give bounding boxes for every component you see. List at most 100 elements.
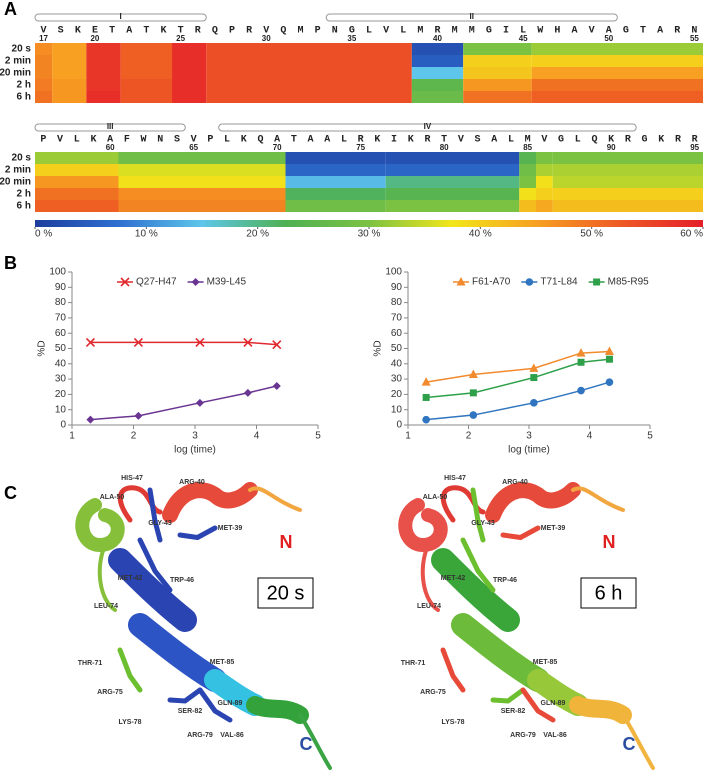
- residue-letter: S: [475, 135, 481, 146]
- residue-letter: R: [625, 135, 631, 146]
- y-tick-label: 90: [55, 282, 67, 293]
- heat-cell: [52, 43, 87, 55]
- residue-letter: T: [143, 26, 149, 37]
- marker: [530, 399, 538, 407]
- heat-cell: [411, 79, 464, 91]
- heat-cell: [86, 91, 121, 103]
- marker: [422, 415, 430, 424]
- residue-letter: Q: [280, 26, 286, 37]
- y-axis-title: %D: [373, 340, 384, 356]
- residue-letter: V: [263, 26, 269, 37]
- side-chain: [147, 487, 163, 543]
- residue-letter: R: [674, 26, 680, 37]
- heat-cell: [463, 91, 532, 103]
- colorbar-label: 40 %: [469, 229, 492, 240]
- residue-letter: F: [124, 135, 130, 146]
- heat-cell: [35, 67, 53, 79]
- colorbar: [35, 220, 703, 227]
- time-label: 20 s: [267, 582, 305, 604]
- residue-number: 65: [189, 143, 198, 152]
- legend-label: F61-A70: [472, 277, 511, 288]
- heat-cell: [172, 55, 207, 67]
- residue-letter: G: [486, 26, 492, 37]
- heat-cell: [531, 67, 703, 79]
- heat-cell: [519, 188, 536, 200]
- heat-cell: [172, 91, 207, 103]
- helix-label: I: [120, 12, 122, 21]
- heat-cell: [285, 200, 386, 212]
- residue-letter: K: [160, 26, 166, 37]
- heat-cell: [536, 176, 553, 188]
- heat-cell: [118, 164, 286, 176]
- heat-cell: [552, 176, 703, 188]
- residue-number: 90: [607, 143, 616, 152]
- residue-letter: R: [195, 26, 201, 37]
- residue-label: GLN-89: [541, 700, 566, 707]
- residue-letter: L: [341, 135, 347, 146]
- y-tick-label: 40: [55, 358, 67, 369]
- residue-letter: G: [623, 26, 629, 37]
- residue-letter: R: [424, 135, 430, 146]
- residue-letter: N: [332, 26, 338, 37]
- x-axis-title: log (time): [174, 445, 216, 456]
- marker: [530, 374, 538, 382]
- heat-cell: [411, 67, 464, 79]
- heat-cell: [35, 91, 53, 103]
- heat-cell: [52, 91, 87, 103]
- residue-label: MET-42: [118, 575, 143, 582]
- row-label: 2 min: [5, 56, 31, 67]
- heat-cell: [52, 79, 87, 91]
- residue-letter: A: [308, 135, 314, 146]
- y-tick-label: 100: [385, 267, 402, 278]
- helix-bracket: [34, 123, 186, 132]
- residue-label: LYS-78: [118, 719, 141, 726]
- row-label: 20 s: [12, 44, 32, 55]
- heat-cell: [118, 188, 286, 200]
- side-chain: [520, 687, 556, 723]
- residue-number: 40: [433, 34, 442, 43]
- heat-cell: [35, 200, 119, 212]
- residue-letter: W: [537, 26, 543, 37]
- residue-letter: R: [358, 135, 364, 146]
- y-tick-label: 50: [391, 343, 403, 354]
- row-label: 20 min: [0, 177, 31, 188]
- residue-letter: R: [246, 26, 252, 37]
- y-tick-label: 70: [391, 313, 403, 324]
- heat-cell: [120, 67, 173, 79]
- residue-letter: K: [658, 135, 664, 146]
- residue-label: ALA-50: [423, 494, 448, 501]
- helix-bracket: [325, 13, 618, 22]
- residue-letter: V: [541, 135, 547, 146]
- residue-letter: Q: [591, 135, 597, 146]
- heat-cell: [285, 188, 386, 200]
- residue-letter: K: [374, 135, 380, 146]
- colorbar-label: 60 %: [680, 229, 703, 240]
- residue-letter: A: [606, 26, 612, 37]
- residue-letter: G: [642, 135, 648, 146]
- side-chain: [167, 687, 203, 704]
- y-tick-label: 60: [391, 328, 403, 339]
- side-chain: [197, 687, 233, 723]
- residue-label: ARG-79: [187, 732, 213, 739]
- marker: [195, 398, 204, 407]
- residue-label: LYS-78: [441, 719, 464, 726]
- heat-cell: [35, 176, 119, 188]
- y-tick-label: 10: [55, 404, 67, 415]
- heat-cell: [285, 164, 386, 176]
- marker: [133, 337, 143, 347]
- heat-cell: [120, 91, 173, 103]
- residue-label: MET-39: [541, 525, 566, 532]
- marker: [605, 355, 613, 363]
- heat-cell: [118, 176, 286, 188]
- residue-label: MET-42: [441, 575, 466, 582]
- residue-label: MET-39: [218, 525, 243, 532]
- residue-letter: T: [291, 135, 297, 146]
- residue-letter: A: [107, 135, 113, 146]
- ribbon: [398, 498, 448, 552]
- x-tick-label: 5: [647, 431, 653, 442]
- residue-number: 75: [356, 143, 365, 152]
- heat-cell: [531, 55, 703, 67]
- residue-number: 80: [440, 143, 449, 152]
- residue-letter: A: [274, 135, 280, 146]
- ribbon: [571, 486, 625, 512]
